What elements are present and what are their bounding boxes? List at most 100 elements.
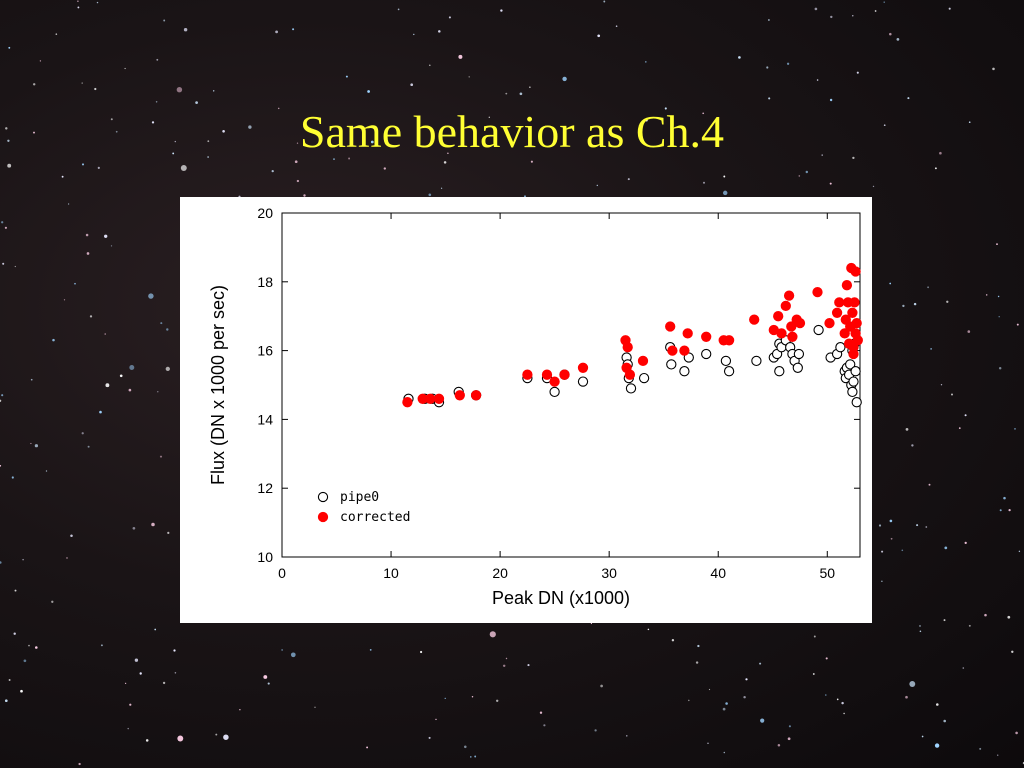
star <box>176 86 183 93</box>
star <box>7 139 10 142</box>
star <box>174 140 176 143</box>
star <box>812 673 815 675</box>
star <box>474 755 477 758</box>
y-tick-label: 10 <box>257 549 273 565</box>
star <box>907 97 910 100</box>
star <box>999 509 1002 512</box>
legend-label-corrected: corrected <box>340 510 410 525</box>
star <box>70 534 73 537</box>
star <box>263 675 268 679</box>
star <box>825 657 828 660</box>
star <box>129 703 132 706</box>
star <box>500 9 503 12</box>
star <box>928 483 931 486</box>
star <box>89 315 93 318</box>
star <box>856 71 859 74</box>
star <box>124 682 127 685</box>
corrected-point <box>665 321 676 332</box>
star <box>984 613 987 617</box>
corrected-point <box>849 297 860 308</box>
star <box>1016 323 1019 326</box>
star <box>165 366 170 372</box>
star <box>766 66 769 69</box>
star <box>32 83 36 86</box>
star <box>519 92 523 96</box>
star <box>7 163 12 168</box>
star <box>502 664 506 668</box>
star <box>440 187 443 189</box>
star <box>134 658 139 662</box>
star <box>429 64 431 67</box>
star <box>697 644 700 648</box>
corrected-point <box>786 321 797 332</box>
y-tick-label: 12 <box>257 480 273 496</box>
star <box>934 167 937 170</box>
star <box>722 190 728 196</box>
star <box>45 470 48 472</box>
star <box>61 175 64 178</box>
corrected-point <box>559 369 570 380</box>
star <box>281 649 283 651</box>
pipe0-point <box>845 359 856 370</box>
pipe0-point <box>723 366 735 377</box>
pipe0-point <box>666 359 677 370</box>
star <box>413 33 415 36</box>
star <box>723 751 726 754</box>
star <box>267 682 270 685</box>
star <box>383 167 386 170</box>
corrected-point <box>749 314 760 325</box>
star <box>889 519 893 523</box>
star <box>105 383 110 388</box>
star <box>303 194 306 197</box>
star <box>979 747 982 750</box>
star <box>594 729 597 732</box>
star <box>420 650 423 654</box>
star <box>115 130 118 133</box>
pipe0-point <box>774 366 785 377</box>
star <box>239 709 241 711</box>
star <box>67 203 70 205</box>
star <box>0 465 2 467</box>
star <box>8 679 11 681</box>
corrected-point <box>402 397 413 408</box>
star <box>292 28 295 31</box>
star <box>177 735 184 742</box>
star <box>1 221 4 224</box>
star <box>881 550 884 553</box>
star <box>464 745 467 749</box>
star <box>86 252 90 255</box>
star <box>151 522 155 527</box>
star <box>671 639 675 642</box>
y-tick-label: 18 <box>257 274 273 290</box>
star <box>275 30 278 34</box>
star <box>470 756 472 758</box>
star <box>901 549 904 552</box>
star <box>874 10 877 12</box>
star <box>212 90 215 92</box>
star <box>14 265 16 268</box>
star <box>743 695 746 699</box>
pipe0-point <box>625 383 637 394</box>
x-tick-label: 0 <box>278 565 286 581</box>
star <box>0 561 2 564</box>
star <box>940 384 943 386</box>
star <box>543 724 546 727</box>
star <box>145 739 149 742</box>
star <box>998 366 1002 370</box>
star <box>889 282 892 285</box>
star <box>738 56 741 59</box>
star <box>155 101 158 103</box>
slide-title: Same behavior as Ch.4 <box>299 106 725 157</box>
corrected-point <box>624 369 636 380</box>
star <box>530 160 533 163</box>
corrected-point <box>577 362 589 373</box>
pipe0-point <box>577 376 589 387</box>
star <box>157 391 159 393</box>
star <box>597 34 601 38</box>
star <box>154 628 157 631</box>
star <box>345 75 348 78</box>
pipe0-point <box>850 366 861 377</box>
star <box>829 98 833 102</box>
star <box>596 184 598 187</box>
star <box>81 163 85 166</box>
